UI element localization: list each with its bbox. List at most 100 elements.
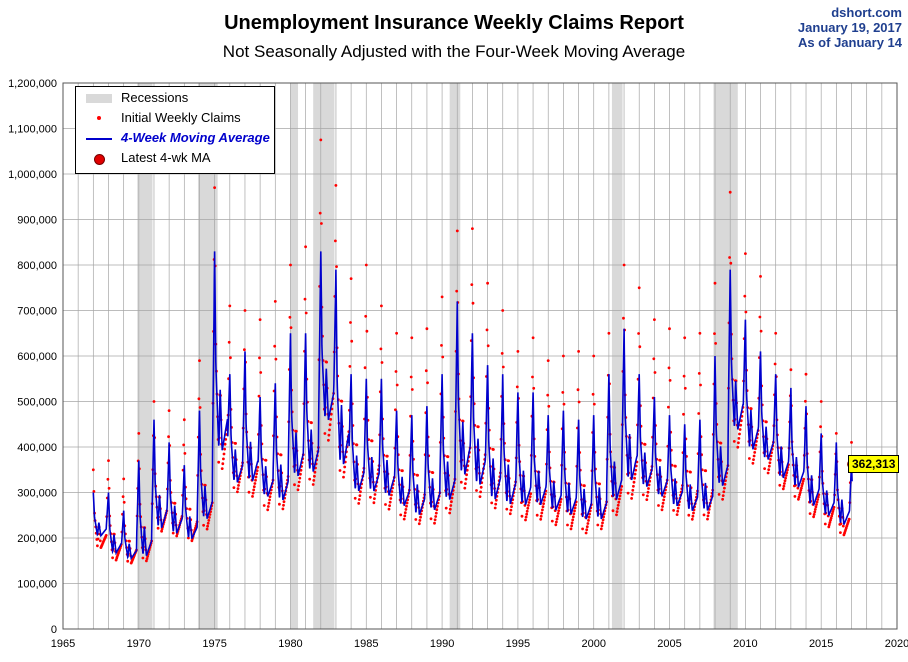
claims-point (297, 480, 301, 484)
claims-point (631, 488, 635, 492)
claims-point (403, 514, 407, 518)
claims-point (540, 511, 544, 515)
claims-point (126, 559, 130, 563)
claims-point (752, 454, 756, 458)
claims-point (399, 513, 403, 517)
source-credit: dshort.com (831, 5, 902, 20)
claims-point (562, 402, 566, 406)
claims-point (470, 283, 474, 286)
claims-point (816, 495, 820, 499)
x-tick-label: 1965 (51, 638, 75, 650)
claims-point (494, 502, 498, 506)
claims-point (107, 459, 110, 462)
claims-point (570, 521, 574, 525)
claims-point (531, 375, 534, 379)
claims-point (323, 432, 327, 435)
claims-point (308, 477, 312, 481)
claims-point (254, 475, 258, 479)
claims-point (683, 386, 687, 390)
claims-point (812, 515, 815, 519)
claims-point (334, 184, 338, 187)
claims-point (618, 494, 622, 498)
claims-point (584, 531, 588, 535)
claims-point (785, 471, 789, 475)
claims-point (596, 523, 600, 527)
claims-point (555, 517, 559, 521)
chart-title: Unemployment Insurance Weekly Claims Rep… (224, 12, 684, 34)
claims-point (508, 512, 512, 516)
x-tick-label: 1985 (354, 638, 378, 650)
latest-value-callout: 362,313 (848, 455, 900, 473)
claims-point (525, 512, 529, 516)
claims-point (357, 498, 361, 501)
claims-point (739, 423, 743, 427)
claims-point (380, 304, 383, 308)
claims-point (372, 501, 376, 505)
claims-point (524, 518, 527, 522)
grid-lines (62, 82, 898, 630)
y-tick-label: 400,000 (17, 442, 57, 454)
claims-point (717, 493, 721, 496)
claims-point (459, 480, 463, 484)
claims-point (338, 469, 342, 472)
claims-point (388, 504, 391, 507)
claims-point (318, 211, 322, 215)
claims-point (528, 495, 532, 498)
claims-point (310, 421, 313, 425)
claims-point (303, 297, 307, 301)
claims-point (141, 556, 145, 560)
claims-point (543, 495, 547, 499)
claims-point (600, 524, 604, 528)
y-tick-label: 300,000 (17, 488, 57, 500)
claims-point (107, 486, 111, 490)
claims-point (228, 304, 232, 308)
claims-point (156, 526, 160, 530)
claims-point (106, 477, 110, 481)
claims-point (313, 470, 317, 474)
claims-point (592, 354, 596, 358)
y-tick-label: 1,100,000 (8, 124, 57, 136)
claims-point (476, 425, 480, 429)
claims-point (573, 509, 576, 513)
x-tick-label: 1995 (506, 638, 530, 650)
claims-point (663, 491, 667, 495)
claims-point (417, 522, 421, 526)
claims-point (296, 488, 300, 492)
claims-point (797, 497, 800, 501)
claims-point (220, 467, 224, 470)
claims-point (419, 515, 422, 519)
claims-point (763, 467, 766, 470)
claims-point (288, 315, 292, 319)
claims-point (527, 504, 530, 507)
claims-point (634, 468, 638, 472)
claims-point (198, 359, 201, 362)
claims-point (440, 344, 443, 347)
claims-point (834, 432, 838, 435)
claims-point (355, 443, 359, 447)
claims-point (213, 186, 217, 190)
claims-point (561, 391, 565, 394)
claims-point (577, 400, 581, 404)
claims-point (813, 510, 817, 514)
legend-label-recessions: Recessions (121, 90, 189, 105)
claims-point (525, 509, 529, 513)
claims-point (187, 536, 190, 540)
claims-point (653, 371, 657, 374)
claims-point (539, 514, 543, 518)
claims-point (450, 496, 454, 500)
claims-point (554, 523, 558, 527)
claims-point (827, 523, 831, 527)
claims-point (236, 490, 239, 494)
claims-point (431, 471, 435, 474)
claims-point (205, 527, 209, 531)
claims-point (264, 458, 268, 462)
claims-point (768, 461, 772, 465)
claims-point (539, 517, 543, 521)
claims-point (471, 227, 474, 231)
recession-swatch (86, 94, 112, 103)
claims-point (426, 381, 429, 385)
claims-point (799, 488, 803, 492)
claims-point (707, 511, 710, 515)
claims-point (257, 394, 261, 398)
claims-point (566, 523, 569, 527)
